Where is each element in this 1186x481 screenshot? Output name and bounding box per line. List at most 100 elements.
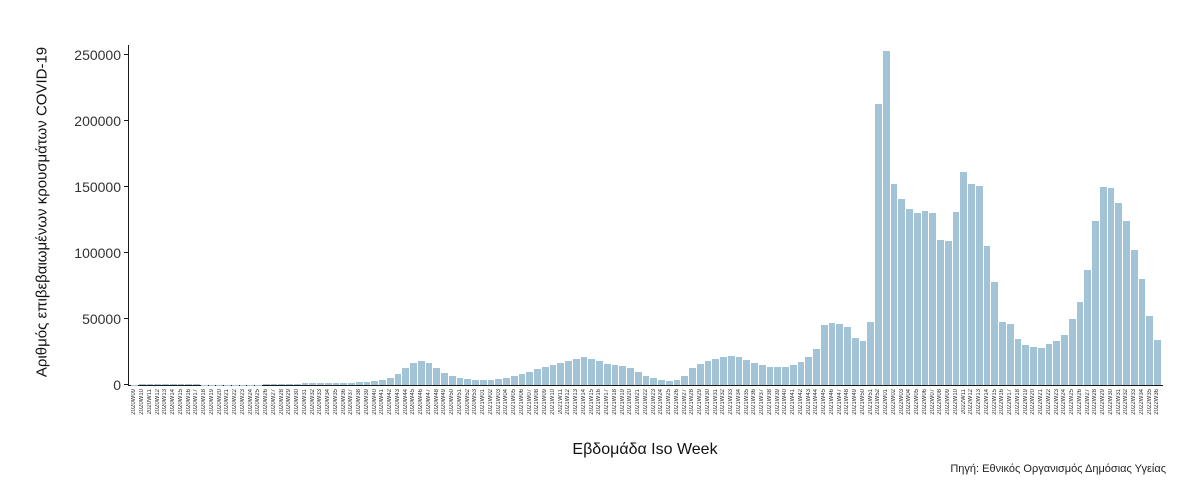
bar-2022W08	[937, 239, 944, 385]
x-tick-label: 2021W48	[844, 389, 851, 415]
source-note: Πηγή: Εθνικός Οργανισμός Δημόσιας Υγείας	[950, 463, 1166, 475]
bar-2022W12	[968, 184, 975, 385]
x-tick-label: 2022W15	[991, 389, 998, 415]
x-tick-label: 2021W34	[735, 389, 742, 415]
x-tick-label: 2022W16	[999, 389, 1006, 415]
x-tick-label: 2020W27	[270, 389, 277, 415]
bar-2020W52	[464, 379, 471, 385]
x-tick-label: 2021W17	[604, 389, 611, 415]
x-tick-label: 2021W46	[828, 389, 835, 415]
x-tick-label: 2021W42	[797, 389, 804, 415]
bars-container	[131, 45, 1161, 385]
y-tick-label: 50000	[82, 311, 121, 327]
x-tick-label: 2020W30	[294, 389, 301, 415]
bar-2022W36	[1154, 340, 1161, 385]
x-tick-label: 2021W30	[704, 389, 711, 415]
bar-2020W44	[402, 367, 409, 385]
bar-2022W35	[1146, 316, 1153, 385]
bar-2021W41	[789, 364, 797, 385]
bar-2022W14	[983, 246, 991, 385]
bar-2020W53	[472, 379, 479, 385]
bar-2021W31	[712, 358, 719, 385]
bar-2020W39	[363, 381, 371, 385]
x-tick-label: 2021W26	[673, 389, 680, 415]
x-tick-label: 2021W04	[503, 389, 510, 415]
x-tick-label: 2022W14	[983, 389, 990, 415]
bar-2021W11	[557, 363, 564, 385]
bar-2020W15	[177, 384, 185, 385]
x-tick-label: 2022W03	[898, 389, 905, 415]
bar-2020W34	[324, 382, 332, 385]
x-tick-label: 2020W26	[263, 389, 270, 415]
x-tick-label: 2020W46	[418, 389, 425, 415]
y-tick-mark	[124, 384, 128, 385]
bar-2020W12	[154, 384, 161, 385]
bar-2021W29	[696, 363, 704, 385]
y-tick-mark	[124, 186, 128, 187]
y-axis-tick-labels: 0 50000 100000 150000 200000 250000	[0, 45, 121, 393]
bar-2021W23	[650, 378, 657, 385]
bar-2020W27	[270, 384, 278, 385]
bar-2021W49	[851, 338, 859, 385]
x-tick-label: 2021W01	[480, 389, 487, 415]
x-tick-label: 2021W44	[813, 389, 820, 415]
plot-area	[124, 45, 1163, 386]
y-tick-mark	[124, 318, 128, 319]
y-tick-mark	[124, 54, 128, 55]
x-tick-label: 2020W43	[394, 389, 401, 415]
x-tick-label: 2021W43	[805, 389, 812, 415]
bar-2020W46	[417, 361, 425, 385]
bar-2021W39	[774, 367, 781, 385]
bar-2021W21	[634, 371, 642, 385]
x-tick-label: 2021W21	[635, 389, 642, 415]
bar-2021W51	[867, 321, 874, 385]
bar-2022W18	[1014, 338, 1022, 385]
bar-2021W50	[859, 341, 867, 385]
bar-2020W32	[309, 383, 316, 385]
bar-2022W30	[1107, 188, 1115, 385]
x-tick-label: 2022W08	[937, 389, 944, 415]
x-tick-label: 2021W41	[790, 389, 797, 415]
bar-2021W05	[510, 376, 518, 385]
x-tick-label: 2022W22	[1045, 389, 1052, 415]
x-tick-label: 2022W36	[1154, 389, 1161, 415]
x-tick-label: 2020W39	[363, 389, 370, 415]
x-tick-label: 2022W26	[1076, 389, 1083, 415]
x-tick-label: 2021W29	[697, 389, 704, 415]
x-tick-label: 2020W16	[185, 389, 192, 415]
bar-2022W19	[1022, 345, 1029, 385]
x-tick-label: 2022W04	[906, 389, 913, 415]
bar-2020W31	[301, 383, 309, 385]
bar-2022W27	[1084, 270, 1091, 385]
bar-2021W46	[828, 322, 836, 385]
x-tick-label: 2020W34	[325, 389, 332, 415]
bar-2020W10	[138, 384, 146, 385]
bar-2021W20	[627, 367, 634, 385]
x-tick-label: 2022W31	[1115, 389, 1122, 415]
bar-2021W33	[727, 355, 735, 385]
x-tick-label: 2021W05	[511, 389, 518, 415]
x-tick-label: 2022W28	[1092, 389, 1099, 415]
x-tick-label: 2020W22	[232, 389, 239, 415]
x-tick-label: 2022W21	[1038, 389, 1045, 415]
bar-2022W32	[1123, 221, 1130, 385]
bar-2021W44	[813, 348, 820, 385]
x-tick-label: 2020W47	[425, 389, 432, 415]
y-tick-mark	[124, 252, 128, 253]
bar-2021W25	[665, 381, 673, 385]
x-tick-label: 2022W24	[1061, 389, 1068, 415]
x-tick-label: 2021W33	[728, 389, 735, 415]
bar-2021W43	[805, 357, 812, 385]
bar-2022W02	[890, 184, 898, 385]
bar-2021W15	[588, 358, 595, 385]
bar-2020W47	[425, 363, 433, 385]
bar-2021W42	[797, 361, 805, 385]
x-tick-label: 2022W12	[968, 389, 975, 415]
bar-2021W14	[580, 357, 588, 385]
x-tick-label: 2020W44	[402, 389, 409, 415]
bar-2020W16	[185, 384, 192, 385]
x-tick-label: 2021W03	[495, 389, 502, 415]
x-tick-label: 2020W49	[441, 389, 448, 415]
bar-2021W08	[534, 369, 541, 385]
